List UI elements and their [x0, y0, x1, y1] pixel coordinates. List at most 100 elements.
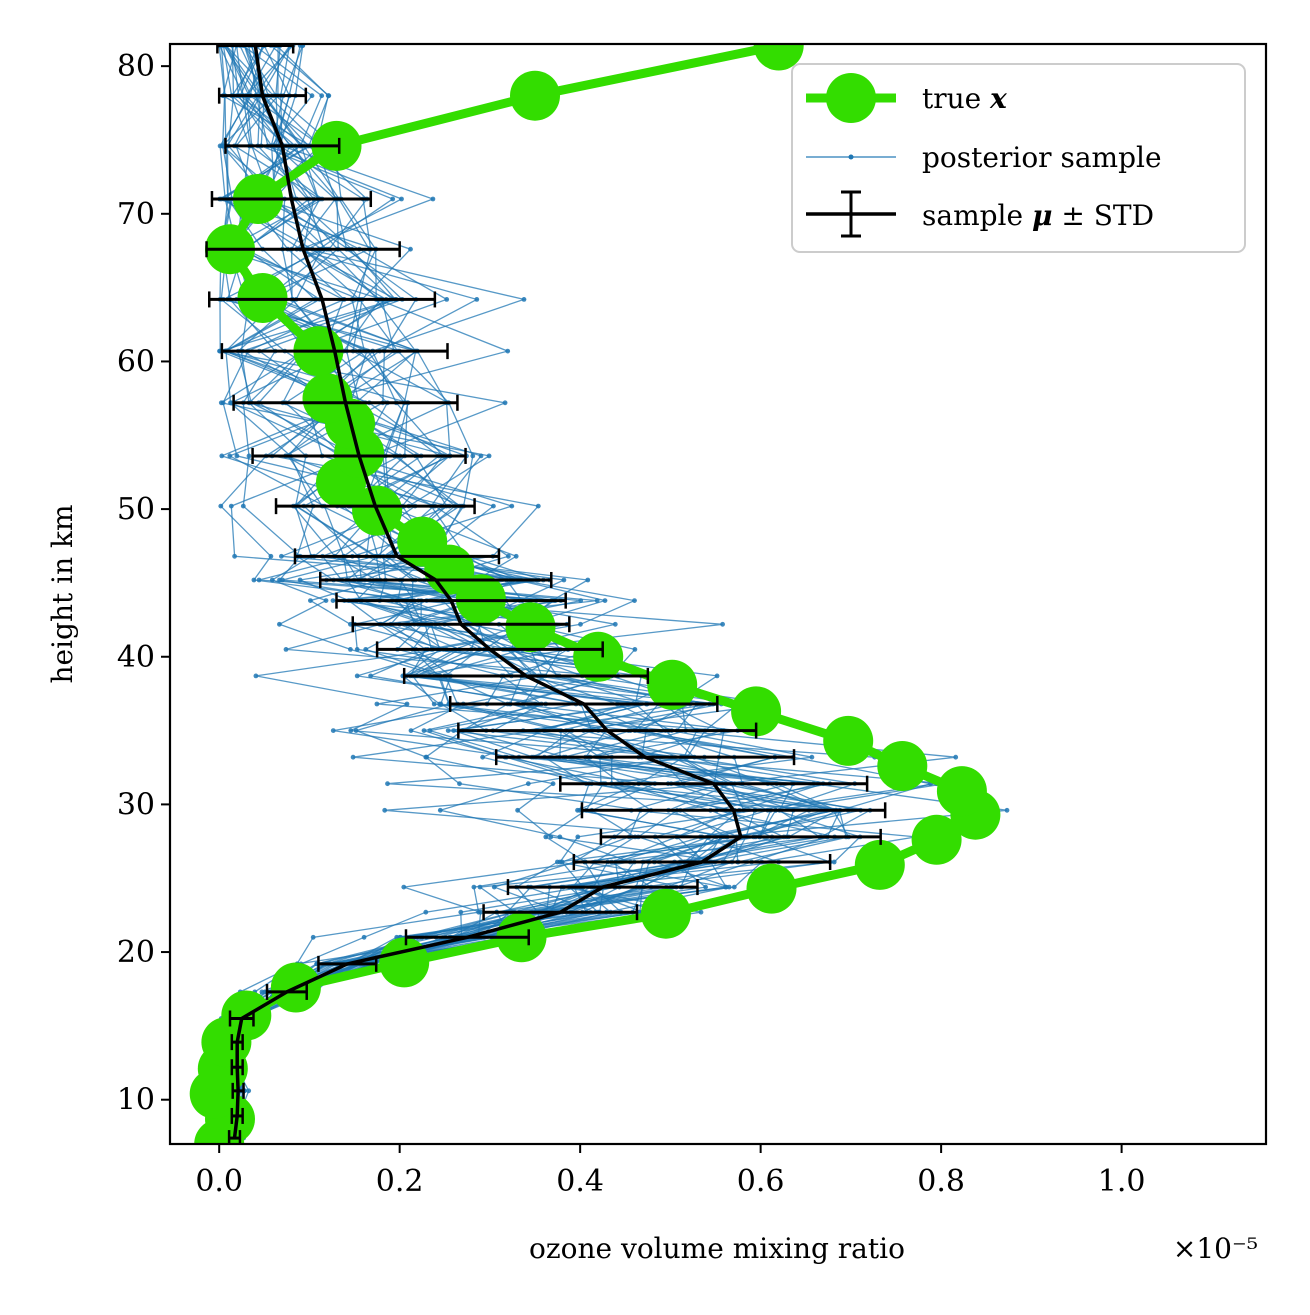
posterior-sample-point [502, 400, 508, 406]
posterior-sample-point [513, 553, 519, 559]
legend-posterior-marker [848, 154, 854, 160]
posterior-sample-point [408, 246, 413, 252]
sample-mean-line [232, 45, 743, 1139]
posterior-sample-point [585, 577, 591, 583]
x-axis-offset-label: ×10⁻⁵ [1173, 1232, 1258, 1265]
posterior-sample-point [476, 909, 481, 915]
posterior-sample-point [509, 503, 515, 509]
posterior-sample-point [559, 859, 565, 865]
y-tick-label: 20 [117, 935, 155, 970]
posterior-sample-point [348, 728, 354, 733]
posterior-sample-point [521, 297, 527, 302]
legend-posterior-label: posterior sample [922, 141, 1162, 174]
y-tick-label: 40 [117, 640, 155, 675]
true-x-point [823, 715, 874, 766]
posterior-sample-point [1004, 807, 1010, 813]
y-tick-label: 80 [117, 49, 155, 84]
x-axis-ticks: 0.0 0.2 0.4 0.6 0.8 1.0 [195, 1144, 1145, 1199]
true-x-point [302, 373, 353, 424]
posterior-sample-point [404, 701, 410, 707]
x-axis-title: ozone volume mixing ratio [529, 1232, 905, 1265]
posterior-sample-point [251, 577, 257, 583]
posterior-sample-point [953, 754, 959, 760]
legend: true x posterior sample sample μ ± STD [791, 63, 1246, 253]
posterior-sample-point [423, 754, 429, 760]
posterior-sample-point [809, 754, 815, 760]
legend-true-marker [826, 73, 876, 123]
posterior-sample-point [390, 196, 396, 202]
posterior-sample-point [471, 884, 477, 890]
true-x-point [510, 70, 560, 121]
posterior-sample-point [423, 909, 429, 915]
posterior-sample-point [505, 348, 511, 354]
legend-mean-label: sample μ ± STD [922, 199, 1154, 232]
posterior-sample-point [427, 728, 433, 733]
posterior-sample-point [354, 673, 360, 679]
posterior-sample-point [308, 598, 313, 603]
posterior-sample-point [228, 503, 234, 509]
true-x-point [397, 516, 448, 567]
posterior-sample-point [374, 701, 380, 707]
posterior-sample-point [457, 781, 462, 787]
posterior-sample-point [550, 781, 556, 787]
sample-mean-series [205, 44, 887, 1144]
posterior-sample-point [253, 673, 259, 679]
posterior-sample-point [444, 297, 450, 302]
posterior-sample-point [578, 598, 584, 603]
posterior-sample-point [246, 453, 252, 459]
posterior-sample-point [218, 503, 224, 509]
legend-box [791, 63, 1246, 253]
posterior-sample-point [632, 647, 638, 652]
posterior-sample-point [268, 553, 274, 559]
posterior-sample-point [480, 754, 485, 760]
posterior-sample-point [431, 701, 437, 707]
posterior-sample-point [232, 553, 238, 559]
true-x-point [731, 686, 782, 737]
posterior-sample-point [437, 807, 443, 813]
posterior-sample-point [612, 621, 618, 627]
posterior-sample-point [557, 834, 563, 840]
posterior-sample-point [326, 93, 332, 99]
posterior-sample-point [234, 453, 240, 459]
posterior-sample-point [703, 884, 708, 890]
posterior-sample-point [382, 807, 388, 813]
posterior-sample-point [486, 453, 492, 459]
true-x-point [746, 863, 797, 914]
true-x-point [877, 741, 928, 791]
posterior-sample-point [283, 647, 289, 652]
x-tick-label: 0.6 [737, 1164, 785, 1199]
posterior-sample-point [361, 934, 367, 940]
plot-frame [168, 42, 1268, 1146]
posterior-sample-point [350, 754, 356, 760]
posterior-sample-point [430, 196, 436, 202]
true-x-point [854, 839, 905, 890]
posterior-sample-point [478, 453, 484, 459]
y-tick-label: 70 [117, 197, 155, 232]
posterior-sample-point [401, 884, 407, 890]
legend-true-label: true x [922, 82, 1007, 115]
true-x-point [573, 631, 624, 682]
posterior-sample-point [277, 577, 282, 583]
posterior-sample-point [220, 400, 226, 406]
posterior-sample-point [219, 453, 225, 459]
posterior-sample-point [277, 621, 282, 627]
posterior-sample-point [602, 598, 608, 603]
true-x-point [379, 937, 430, 988]
posterior-sample-point [246, 1088, 252, 1094]
posterior-sample-point [474, 297, 480, 302]
posterior-sample-point [421, 728, 427, 733]
true-x-point [640, 888, 691, 939]
posterior-sample-point [309, 93, 315, 99]
posterior-sample-point [714, 673, 720, 679]
posterior-sample-point [575, 834, 581, 840]
x-tick-label: 0.2 [376, 1164, 424, 1199]
posterior-sample-point [445, 728, 451, 733]
posterior-sample-point [506, 553, 511, 559]
x-tick-label: 0.0 [195, 1164, 243, 1199]
posterior-sample-point [698, 909, 704, 915]
posterior-sample-point [525, 781, 531, 787]
y-tick-label: 30 [117, 787, 155, 822]
true-x-point [911, 814, 962, 865]
